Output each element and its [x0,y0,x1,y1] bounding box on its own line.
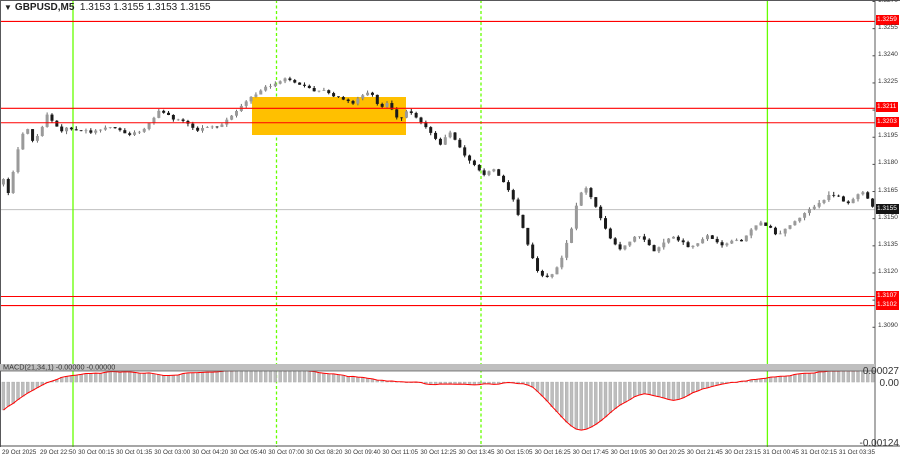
svg-text:MACD(21,34,1) -0.00000 -0.0000: MACD(21,34,1) -0.00000 -0.00000 [3,364,115,372]
